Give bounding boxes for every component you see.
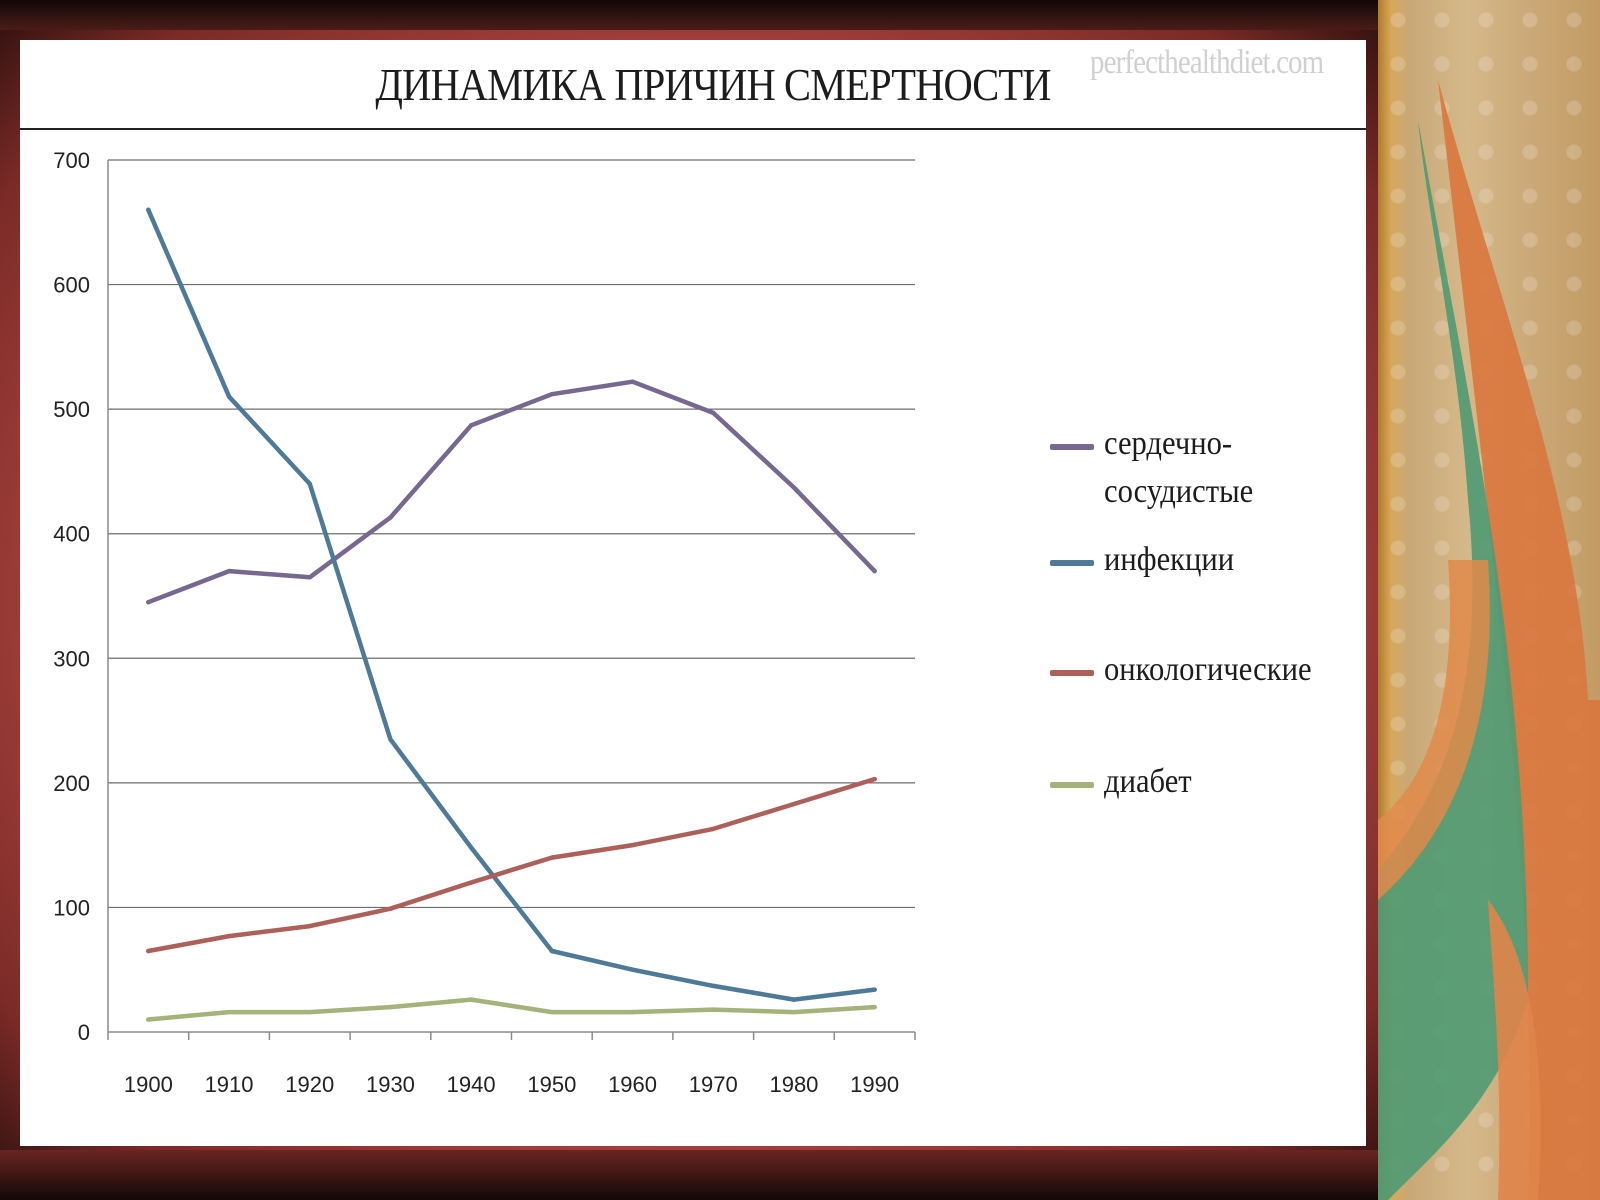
data-point-s2-1900: [146, 948, 151, 954]
legend-label-infections: инфекции: [1104, 541, 1235, 578]
data-point-s0-1930: [388, 515, 393, 520]
series-line-2: [146, 776, 877, 954]
legend-item-oncology: онкологические: [1050, 646, 1354, 694]
y-tick-label-300: 300: [53, 646, 90, 671]
data-point-s1-1930: [388, 737, 393, 742]
data-point-s3-1970: [711, 1007, 716, 1012]
legend-label-cardiovascular-line1: сердечно-: [1104, 425, 1233, 462]
decorative-ribbons: [1378, 80, 1600, 1200]
data-point-s2-1960: [630, 842, 635, 848]
data-point-s1-1950: [549, 948, 555, 954]
legend-item-infections: инфекции: [1050, 536, 1354, 584]
data-point-s0-1940: [468, 423, 474, 428]
data-point-s0-1960: [630, 379, 635, 384]
watermark: perfecthealthdiet.com: [1090, 44, 1324, 81]
data-point-s3-1940: [468, 997, 474, 1002]
x-tick-label-1990: 1990: [850, 1072, 899, 1097]
legend-label-cardiovascular-line2: сосудистые: [1104, 473, 1254, 510]
series-line-0: [146, 379, 877, 605]
y-tick-label-700: 700: [53, 148, 90, 173]
data-point-s1-1940: [468, 845, 474, 850]
series-line-1: [146, 207, 877, 1002]
x-tick-label-1910: 1910: [205, 1072, 254, 1097]
data-point-s2-1940: [468, 880, 474, 885]
data-point-s3-1980: [791, 1009, 797, 1015]
legend-label-cardiovascular: сердечно- сосудистые: [1104, 420, 1329, 516]
data-point-s2-1930: [388, 906, 393, 911]
x-tick-label-1970: 1970: [689, 1072, 738, 1097]
y-tick-label-200: 200: [53, 771, 90, 796]
data-point-s3-1900: [146, 1017, 151, 1022]
x-tick-label-1960: 1960: [608, 1072, 657, 1097]
x-tick-label-1940: 1940: [447, 1072, 496, 1097]
data-point-s0-1910: [226, 568, 232, 574]
data-point-s3-1910: [226, 1009, 232, 1015]
data-point-s1-1920: [307, 481, 312, 487]
x-tick-label-1980: 1980: [769, 1072, 818, 1097]
data-point-s0-1900: [146, 600, 151, 605]
slide: ДИНАМИКА ПРИЧИН СМЕРТНОСТИ perfecthealth…: [20, 40, 1366, 1146]
data-point-s1-1960: [630, 967, 635, 972]
series-line-3: [146, 997, 877, 1022]
x-tick-label-1920: 1920: [285, 1072, 334, 1097]
frame-top-edge: [0, 0, 1378, 30]
legend-label-oncology: онкологические: [1104, 651, 1312, 688]
title-divider: [20, 128, 1366, 130]
data-point-s2-1980: [791, 801, 797, 807]
data-point-s1-1970: [711, 983, 716, 989]
data-point-s0-1950: [549, 391, 555, 397]
y-tick-label-100: 100: [53, 895, 90, 920]
data-point-s0-1990: [872, 568, 877, 574]
data-point-s1-1990: [872, 987, 877, 992]
data-point-s0-1980: [791, 485, 797, 490]
data-point-s3-1930: [388, 1004, 393, 1010]
legend-label-diabetes: диабет: [1104, 763, 1192, 800]
x-tick-label-1930: 1930: [366, 1072, 415, 1097]
slide-title: ДИНАМИКА ПРИЧИН СМЕРТНОСТИ: [375, 59, 1051, 110]
x-tick-label-1900: 1900: [124, 1072, 173, 1097]
y-tick-label-500: 500: [53, 397, 90, 422]
legend-item-cardiovascular: сердечно- сосудистые: [1050, 420, 1354, 516]
data-point-s1-1910: [226, 394, 232, 399]
legend-item-diabetes: диабет: [1050, 758, 1354, 806]
data-point-s1-1980: [791, 997, 797, 1002]
decorative-side-panel: [1378, 0, 1600, 1200]
data-point-s2-1910: [226, 933, 232, 939]
y-tick-label-0: 0: [78, 1020, 90, 1045]
data-point-s3-1950: [549, 1009, 555, 1015]
y-tick-label-400: 400: [53, 522, 90, 547]
line-chart: 0 100 200 300 400 500 600 700 1900 1910 1920 1930 19…: [53, 148, 916, 1097]
data-point-s2-1920: [307, 923, 312, 929]
data-point-s2-1950: [549, 855, 555, 860]
data-point-s0-1970: [711, 410, 716, 416]
data-point-s2-1990: [872, 776, 877, 782]
data-point-s3-1920: [307, 1009, 312, 1015]
data-point-s3-1990: [872, 1004, 877, 1010]
legend-swatch-oncology: [1050, 670, 1094, 676]
legend-swatch-cardiovascular: [1050, 444, 1094, 450]
data-point-s3-1960: [630, 1009, 635, 1015]
frame-bottom-edge: [0, 1150, 1378, 1200]
legend-swatch-infections: [1050, 560, 1094, 566]
data-point-s0-1920: [307, 575, 312, 580]
x-tick-label-1950: 1950: [527, 1072, 576, 1097]
legend-swatch-diabetes: [1050, 782, 1094, 788]
data-point-s1-1900: [146, 207, 151, 213]
y-tick-label-600: 600: [53, 273, 90, 298]
data-point-s2-1970: [711, 826, 716, 832]
